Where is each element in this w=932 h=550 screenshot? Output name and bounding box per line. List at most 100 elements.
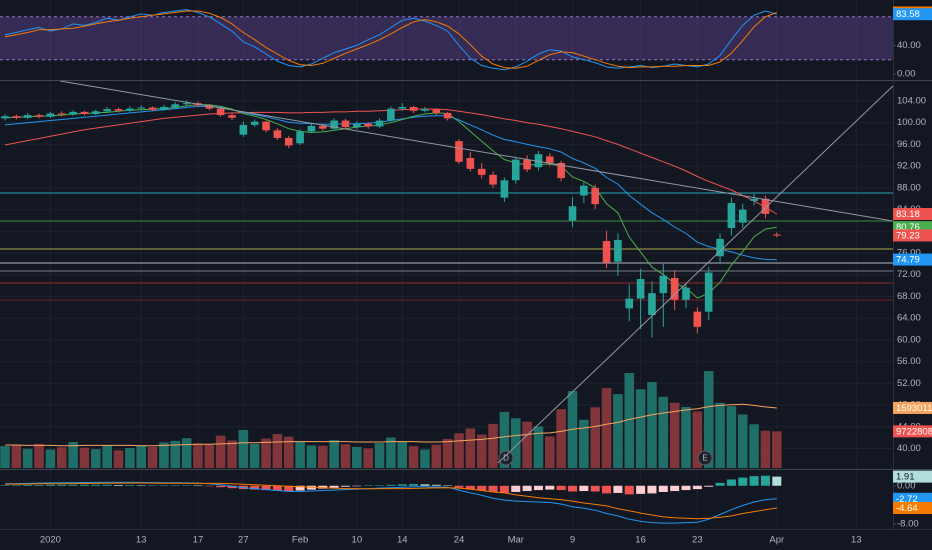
candle-body: [23, 115, 32, 118]
histogram-bar: [250, 485, 260, 490]
price-badge: [893, 229, 932, 242]
histogram-bar: [465, 485, 475, 490]
candle-body: [296, 131, 304, 144]
volume-bar: [125, 448, 135, 468]
candle-body: [307, 125, 316, 132]
x-tick-label: 10: [352, 535, 363, 546]
x-tick-label: Feb: [292, 535, 308, 546]
candle-body: [375, 120, 384, 127]
histogram-bar: [511, 485, 521, 492]
volume-bar: [635, 389, 646, 468]
volume-bar: [749, 424, 759, 468]
volume-ma-line: [5, 403, 777, 447]
volume-bar: [726, 406, 737, 468]
candle-body: [602, 241, 611, 263]
volume-bar: [181, 438, 192, 468]
price-badge-label: 15930118: [896, 403, 932, 414]
histogram-bar: [579, 485, 589, 492]
candle-body: [716, 238, 724, 257]
candle-body: [182, 103, 191, 105]
candle-body: [511, 159, 520, 181]
candle-body: [69, 111, 77, 115]
histogram-bar: [658, 485, 668, 492]
price-badge: [893, 208, 932, 221]
histogram-bar: [0, 485, 10, 486]
volume-bar: [340, 444, 351, 468]
histogram-bar: [91, 484, 101, 486]
histogram-bar: [79, 484, 89, 486]
candle-body: [455, 141, 463, 162]
histogram-bar: [341, 485, 350, 487]
volume-bar: [681, 406, 691, 468]
y-tick-label: 88.00: [897, 182, 921, 193]
y-tick-label: 64.00: [897, 313, 921, 324]
candle-body: [523, 159, 531, 170]
x-tick-label: Mar: [508, 535, 524, 546]
histogram-bar: [182, 485, 192, 486]
y-tick-label: 76.00: [897, 248, 921, 259]
time-axis: [0, 530, 932, 550]
candle-body: [557, 162, 565, 179]
histogram-bar: [647, 485, 657, 494]
histogram-bar: [431, 484, 441, 486]
histogram-bar: [692, 485, 702, 490]
price-badge: [893, 492, 932, 505]
candle-body: [409, 106, 418, 111]
histogram-bar: [556, 485, 566, 491]
y-tick-label: 56.00: [897, 356, 921, 367]
histogram-bar: [454, 485, 464, 488]
histogram-bar: [318, 485, 328, 489]
y-tick-label: 92.00: [897, 161, 921, 172]
y-tick-label: 40.00: [897, 443, 921, 454]
volume-bar: [136, 445, 146, 468]
volume-bar: [215, 435, 226, 468]
histogram-bar: [613, 485, 623, 493]
y-tick-label: 72.00: [897, 269, 921, 280]
trend-line: [497, 85, 894, 464]
volume-bar: [238, 429, 249, 468]
x-tick-label: Apr: [769, 535, 784, 546]
candle-body: [387, 108, 395, 121]
y-tick-label: 60.00: [897, 334, 921, 345]
volume-bar: [703, 371, 714, 468]
candle-body: [353, 123, 361, 128]
candle-body: [693, 311, 702, 327]
candle-body: [750, 198, 758, 201]
volume-bar: [352, 446, 362, 468]
candle-body: [625, 298, 634, 309]
x-tick-label: 2020: [40, 535, 61, 546]
candle-body: [80, 111, 89, 115]
histogram-bar: [193, 485, 203, 487]
volume-bar: [647, 382, 657, 468]
price-badge: [893, 253, 932, 266]
candle-body: [160, 106, 168, 110]
histogram-bar: [329, 485, 339, 488]
volume-bar: [318, 445, 328, 468]
candle-body: [92, 111, 100, 115]
histogram-bar: [284, 485, 294, 492]
volume-bar: [295, 441, 305, 468]
volume-bar: [272, 434, 283, 468]
event-label: D: [503, 454, 509, 463]
volume-bar: [579, 419, 589, 468]
histogram-bar: [386, 484, 396, 486]
volume-bar: [329, 440, 339, 468]
histogram-bar: [499, 485, 509, 493]
volume-bar: [613, 394, 623, 468]
candle-body: [148, 107, 157, 110]
histogram-bar: [363, 485, 373, 487]
histogram-bar: [636, 485, 646, 494]
x-tick-label: 27: [238, 535, 249, 546]
histogram-bar: [159, 485, 169, 486]
histogram-bar: [227, 485, 237, 489]
histogram-bar: [23, 485, 33, 486]
candle-body: [126, 108, 134, 111]
volume-bar: [692, 411, 703, 468]
volume-bar: [0, 446, 10, 468]
volume-bar: [11, 444, 22, 468]
histogram-bar: [45, 484, 55, 486]
volume-bar: [533, 426, 544, 468]
